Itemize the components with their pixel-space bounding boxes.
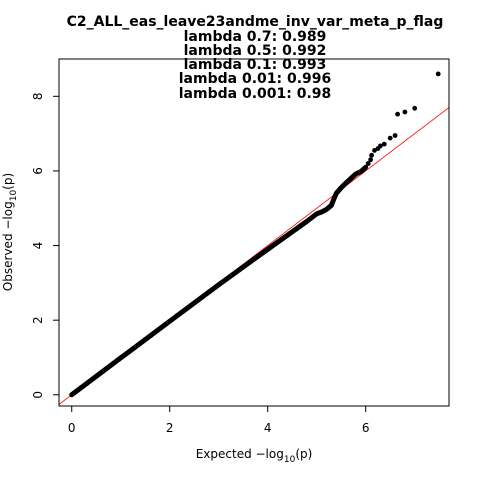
y-tick-label: 4	[31, 242, 45, 250]
y-tick-label: 6	[31, 167, 45, 175]
qq-points-tail	[365, 71, 441, 166]
qq-point	[395, 111, 400, 117]
lambda-label: lambda 0.1: 0.993	[184, 57, 327, 73]
qq-point	[372, 148, 377, 153]
chart-title-main: C2_ALL_eas_leave23andme_inv_var_meta_p_f…	[67, 14, 444, 30]
y-axis: 0 2 4 6 8	[31, 92, 59, 399]
x-axis: 0 2 4 6	[68, 406, 370, 435]
qq-point	[402, 109, 408, 115]
y-axis-label-prefix: Observed −log	[1, 201, 15, 291]
lambda-label: lambda 0.001: 0.98	[179, 86, 332, 102]
x-tick-label: 4	[264, 421, 272, 435]
y-axis-label: Observed −log10(p)	[1, 173, 19, 291]
y-axis-label-suffix: (p)	[1, 173, 15, 190]
x-tick-label: 2	[166, 421, 174, 435]
x-tick-label: 0	[68, 421, 76, 435]
lambda-label: lambda 0.7: 0.989	[184, 29, 327, 45]
qq-point	[381, 141, 387, 147]
x-axis-label-subscript: 10	[284, 455, 296, 465]
y-tick-label: 0	[31, 391, 45, 399]
lambda-label: lambda 0.01: 0.996	[179, 71, 332, 87]
qq-point	[369, 152, 374, 158]
qq-point	[387, 135, 393, 141]
chart-title: C2_ALL_eas_leave23andme_inv_var_meta_p_f…	[67, 14, 444, 102]
qq-point	[392, 133, 398, 138]
qq-points-bulk	[69, 164, 369, 398]
y-axis-label-subscript: 10	[9, 190, 19, 202]
x-axis-label-prefix: Expected −log	[196, 447, 284, 461]
qq-point	[412, 105, 418, 111]
x-axis-label-suffix: (p)	[295, 447, 312, 461]
plot-frame	[58, 58, 450, 407]
qq-point	[435, 71, 441, 77]
x-tick-label: 6	[362, 421, 370, 435]
qq-point	[368, 157, 373, 163]
x-axis-label: Expected −log10(p)	[196, 447, 313, 465]
y-tick-label: 8	[31, 92, 45, 100]
lambda-label: lambda 0.5: 0.992	[184, 43, 327, 59]
qq-point	[365, 161, 371, 166]
y-tick-label: 2	[31, 316, 45, 324]
plot-area	[59, 71, 449, 406]
qq-point	[378, 143, 383, 149]
